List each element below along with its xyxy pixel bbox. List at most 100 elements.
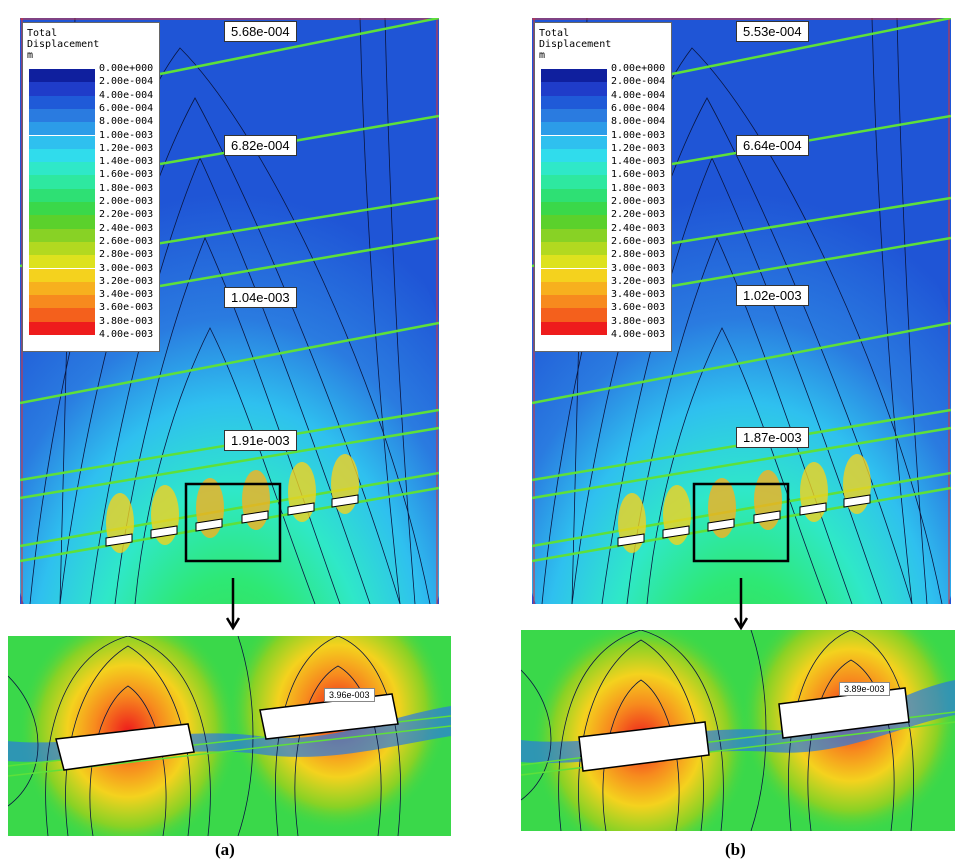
legend-swatch bbox=[541, 189, 607, 202]
legend-swatch bbox=[29, 282, 95, 295]
caption-a: (a) bbox=[215, 840, 235, 860]
legend-swatch bbox=[29, 322, 95, 335]
legend-swatch bbox=[541, 269, 607, 282]
value-callout: 1.91e-003 bbox=[224, 430, 297, 451]
value-callout: 1.02e-003 bbox=[736, 285, 809, 306]
legend-swatch bbox=[29, 242, 95, 255]
legend-swatch bbox=[29, 189, 95, 202]
legend-swatch bbox=[541, 295, 607, 308]
legend-swatch bbox=[541, 69, 607, 82]
legend-level-label: 2.00e-003 bbox=[99, 197, 153, 207]
legend-title: Total bbox=[539, 28, 569, 39]
legend-swatch bbox=[29, 149, 95, 162]
legend-level-label: 3.80e-003 bbox=[611, 317, 665, 327]
legend-swatch bbox=[541, 322, 607, 335]
legend-swatch bbox=[541, 175, 607, 188]
value-callout: 1.04e-003 bbox=[224, 287, 297, 308]
legend-level-label: 0.00e+000 bbox=[611, 64, 665, 74]
legend-level-label: 3.40e-003 bbox=[99, 290, 153, 300]
legend-level-label: 0.00e+000 bbox=[99, 64, 153, 74]
zoom-value-label: 3.89e-003 bbox=[839, 682, 890, 696]
legend-swatch bbox=[29, 162, 95, 175]
legend-title: Displacement bbox=[27, 39, 99, 50]
legend-swatch bbox=[541, 282, 607, 295]
legend-level-label: 4.00e-003 bbox=[99, 330, 153, 340]
legend-level-label: 3.80e-003 bbox=[99, 317, 153, 327]
legend-level-label: 3.00e-003 bbox=[611, 264, 665, 274]
value-callout: 6.64e-004 bbox=[736, 135, 809, 156]
legend-level-label: 1.80e-003 bbox=[99, 184, 153, 194]
legend-swatch bbox=[541, 162, 607, 175]
legend-level-label: 8.00e-004 bbox=[611, 117, 665, 127]
arrow-down-icon bbox=[734, 578, 748, 634]
legend-level-label: 3.20e-003 bbox=[99, 277, 153, 287]
legend-level-label: 1.20e-003 bbox=[99, 144, 153, 154]
legend-swatch bbox=[541, 82, 607, 95]
legend-title: Displacement bbox=[539, 39, 611, 50]
legend-swatch bbox=[541, 255, 607, 268]
legend-level-label: 2.60e-003 bbox=[99, 237, 153, 247]
legend-level-label: 1.60e-003 bbox=[611, 170, 665, 180]
value-callout: 1.87e-003 bbox=[736, 427, 809, 448]
legend-swatch bbox=[29, 82, 95, 95]
legend-level-label: 6.00e-004 bbox=[611, 104, 665, 114]
value-callout: 5.68e-004 bbox=[224, 21, 297, 42]
legend-level-label: 6.00e-004 bbox=[99, 104, 153, 114]
legend-swatch bbox=[541, 136, 607, 149]
legend-level-label: 1.00e-003 bbox=[99, 131, 153, 141]
legend-level-label: 2.60e-003 bbox=[611, 237, 665, 247]
legend-swatch bbox=[29, 109, 95, 122]
legend-level-label: 2.80e-003 bbox=[99, 250, 153, 260]
legend-level-label: 3.20e-003 bbox=[611, 277, 665, 287]
legend-level-label: 3.40e-003 bbox=[611, 290, 665, 300]
legend-swatch bbox=[29, 136, 95, 149]
legend-swatch bbox=[29, 308, 95, 321]
legend-swatch bbox=[541, 122, 607, 135]
legend-level-label: 2.00e-004 bbox=[611, 77, 665, 87]
legend-swatch bbox=[541, 242, 607, 255]
zoom-view-a: 3.96e-003 bbox=[8, 636, 451, 836]
legend-level-label: 2.80e-003 bbox=[611, 250, 665, 260]
arrow-down-icon bbox=[226, 578, 240, 634]
legend-swatch bbox=[29, 69, 95, 82]
legend-swatch bbox=[29, 202, 95, 215]
legend-level-label: 2.20e-003 bbox=[99, 210, 153, 220]
legend-level-label: 3.00e-003 bbox=[99, 264, 153, 274]
legend-level-label: 1.20e-003 bbox=[611, 144, 665, 154]
value-callout: 6.82e-004 bbox=[224, 135, 297, 156]
zoom-value-label: 3.96e-003 bbox=[324, 688, 375, 702]
legend-swatch bbox=[541, 96, 607, 109]
legend-swatch bbox=[541, 202, 607, 215]
value-callout: 5.53e-004 bbox=[736, 21, 809, 42]
legend-swatch bbox=[541, 229, 607, 242]
legend-level-label: 2.20e-003 bbox=[611, 210, 665, 220]
legend-level-label: 2.40e-003 bbox=[99, 224, 153, 234]
legend-level-label: 3.60e-003 bbox=[99, 303, 153, 313]
legend-level-label: 8.00e-004 bbox=[99, 117, 153, 127]
zoom-view-b: 3.89e-003 bbox=[521, 630, 955, 831]
caption-b: (b) bbox=[725, 840, 746, 860]
legend-level-label: 1.80e-003 bbox=[611, 184, 665, 194]
legend-b: Total Displacement m 0.00e+000 2.00e-004 4… bbox=[534, 22, 672, 352]
legend-level-label: 1.00e-003 bbox=[611, 131, 665, 141]
legend-level-label: 4.00e-004 bbox=[99, 91, 153, 101]
legend-level-label: 1.40e-003 bbox=[99, 157, 153, 167]
legend-level-label: 2.00e-003 bbox=[611, 197, 665, 207]
legend-swatch bbox=[29, 295, 95, 308]
legend-swatch bbox=[29, 175, 95, 188]
legend-swatch bbox=[29, 269, 95, 282]
legend-swatch bbox=[541, 215, 607, 228]
legend-level-label: 1.60e-003 bbox=[99, 170, 153, 180]
contour-plot-b: Total Displacement m 0.00e+000 2.00e-004 4… bbox=[532, 18, 951, 604]
legend-level-label: 2.40e-003 bbox=[611, 224, 665, 234]
legend-level-label: 2.00e-004 bbox=[99, 77, 153, 87]
legend-unit: m bbox=[539, 50, 545, 61]
legend-a: Total Displacement m 0.00e+000 2.00e-004 4… bbox=[22, 22, 160, 352]
contour-plot-a: Total Displacement m 0.00e+000 2.00e-004 4… bbox=[20, 18, 439, 604]
legend-swatch bbox=[29, 122, 95, 135]
legend-swatch bbox=[29, 229, 95, 242]
legend-swatch bbox=[541, 109, 607, 122]
legend-title: Total bbox=[27, 28, 57, 39]
legend-swatch bbox=[29, 96, 95, 109]
legend-level-label: 3.60e-003 bbox=[611, 303, 665, 313]
